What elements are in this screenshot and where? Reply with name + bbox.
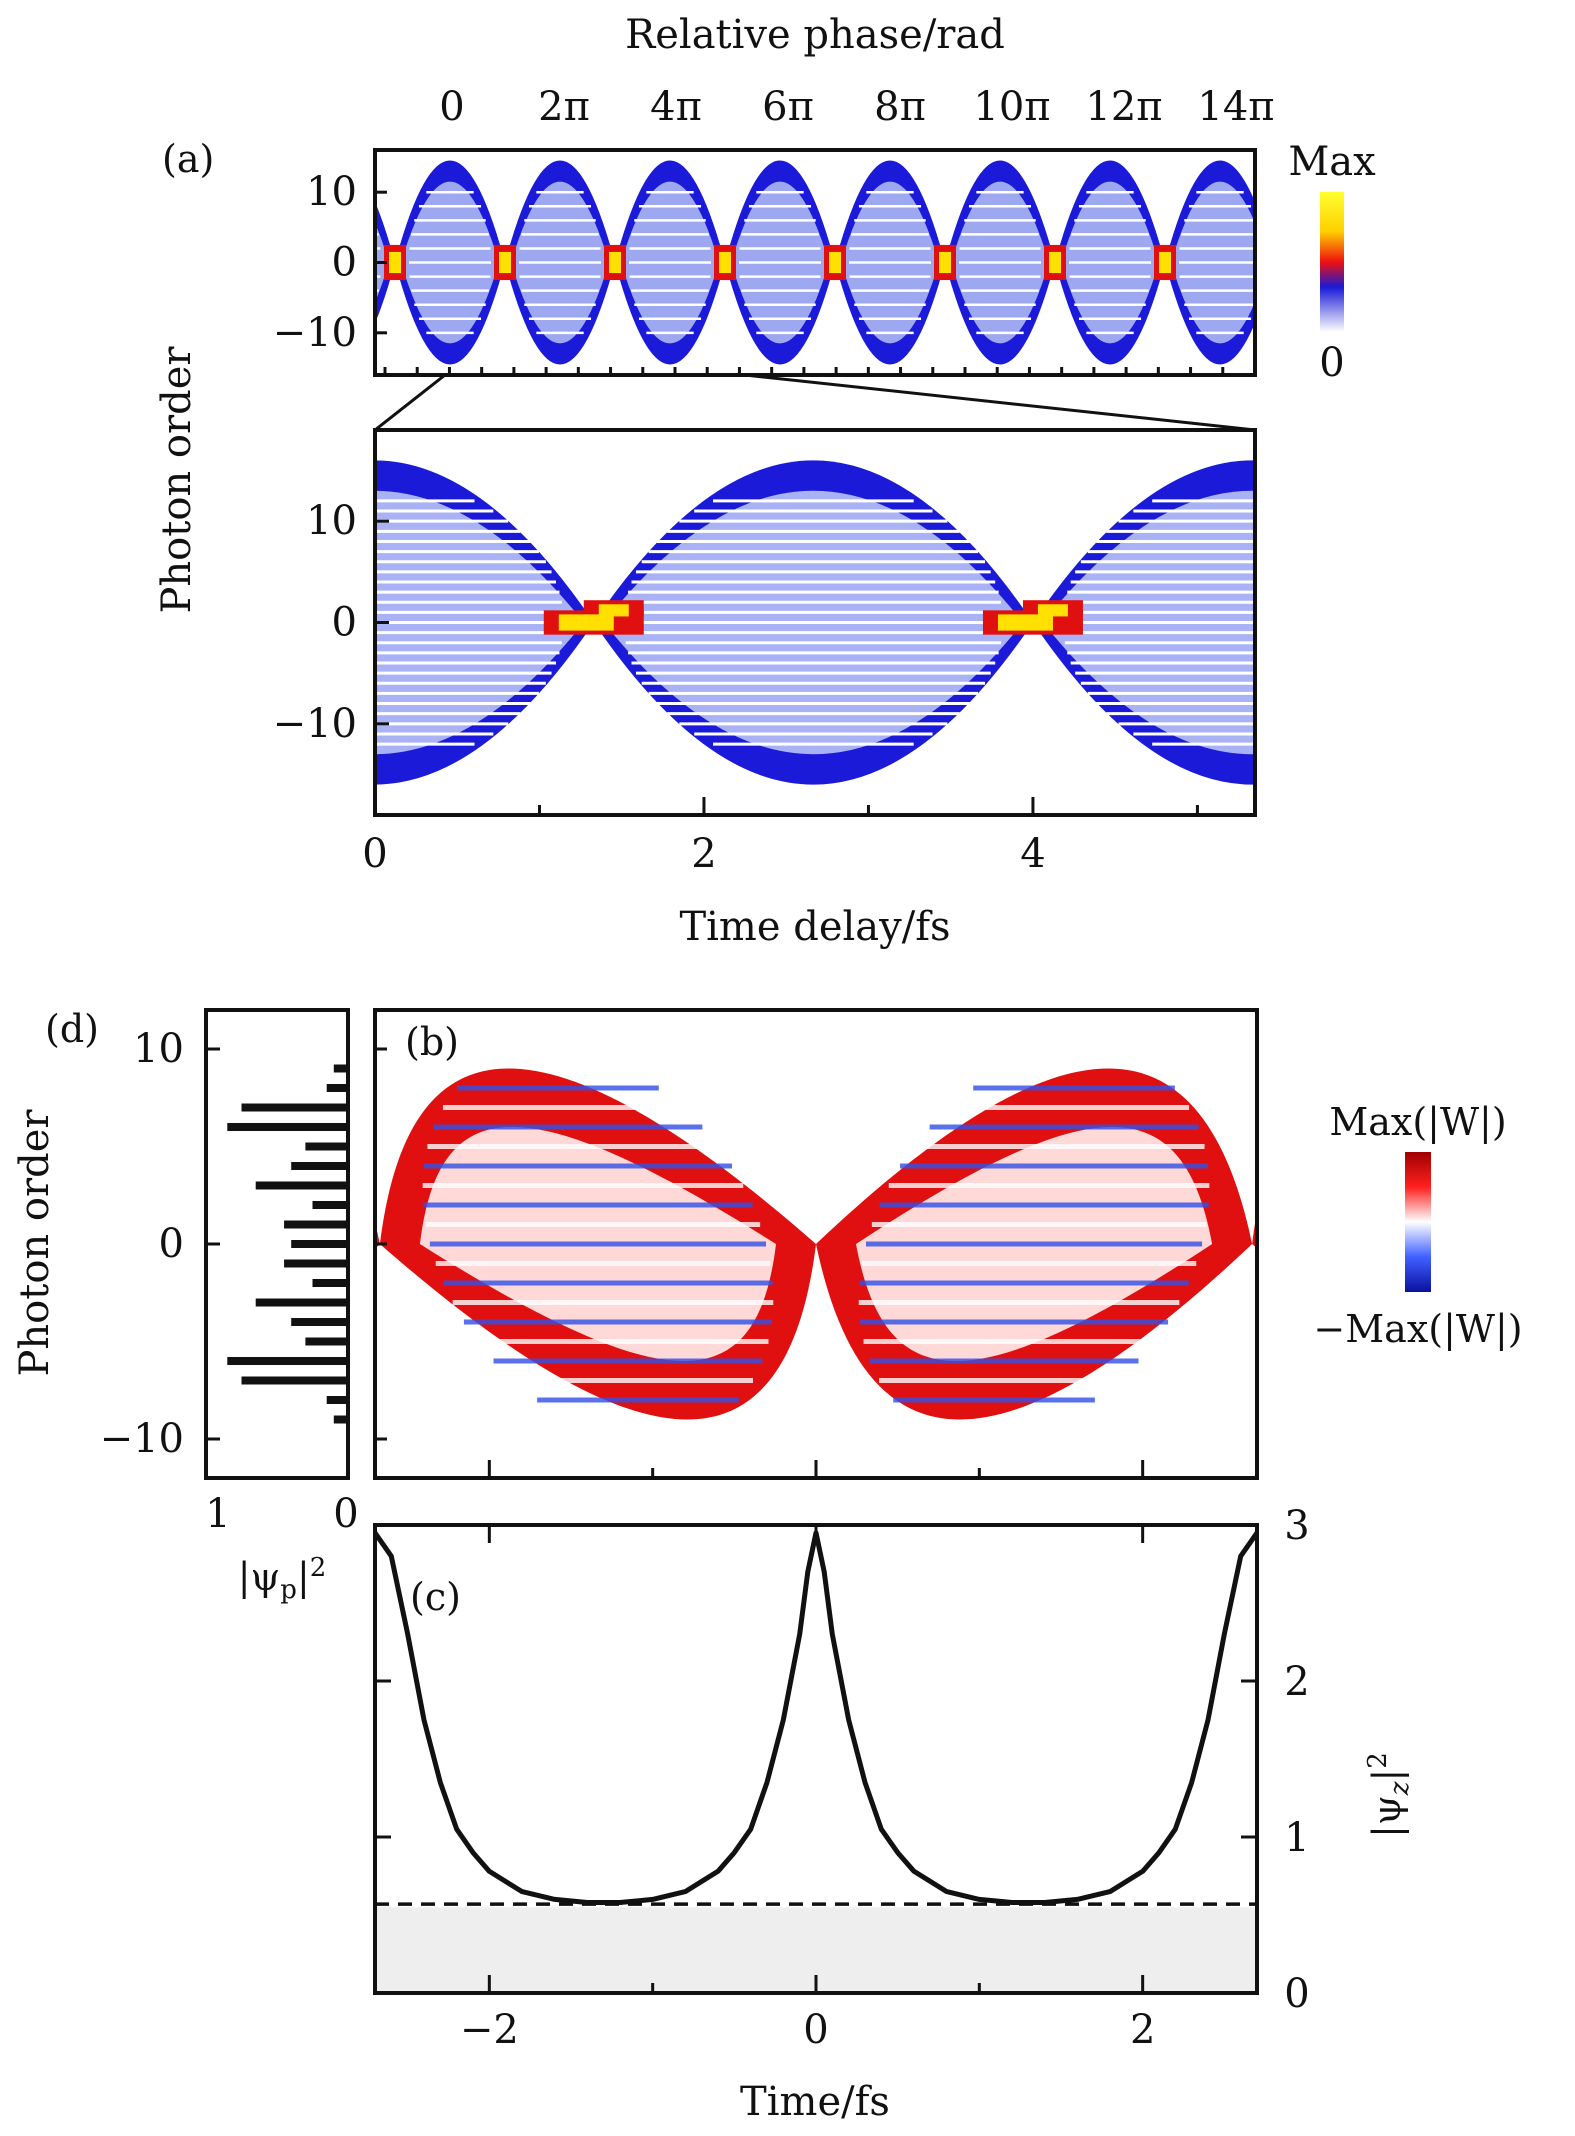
- zoom-panel-heatmap: [375, 460, 1255, 785]
- panel-c-xlabel: Time/fs: [740, 2079, 890, 2125]
- d-bar: [255, 1181, 348, 1190]
- a-colorbar: [1320, 192, 1344, 332]
- zoom-focus-yellow-upper: [1037, 604, 1068, 617]
- psi-p-prefix: |ψ: [238, 1555, 281, 1599]
- c-line-solid: [372, 1530, 1260, 1905]
- panel-b-ticks: [375, 1047, 1145, 1478]
- b-colorbar-min-label: −Max(|W|): [1313, 1307, 1522, 1351]
- a-ytick-label: −10: [273, 310, 357, 356]
- d-bar: [333, 1064, 348, 1073]
- d-bar: [227, 1123, 348, 1131]
- d-bar: [326, 1396, 348, 1404]
- photon-order-label-bottom: Photon order: [12, 1109, 58, 1377]
- a-focus-yellow: [829, 251, 841, 274]
- b-colorbar-max-label: Max(|W|): [1329, 1100, 1506, 1144]
- d-bar: [312, 1279, 348, 1287]
- panel-a-tag: (a): [162, 137, 214, 181]
- photon-order-label-top: Photon order: [154, 346, 200, 614]
- c-ytick-label: 2: [1284, 1659, 1309, 1705]
- a-top-tick-label: 0: [439, 84, 464, 130]
- d-bar: [227, 1357, 348, 1365]
- d-bar: [326, 1084, 348, 1092]
- panel-c-ylabel: |ψz|2: [1363, 1752, 1415, 1838]
- a-focus-yellow: [389, 251, 401, 274]
- a-focus-yellow: [719, 251, 731, 274]
- zoom-xtick-label: 2: [691, 831, 716, 877]
- a-ytick-label: 10: [306, 169, 357, 215]
- d-bar: [333, 1415, 348, 1424]
- panel-b-tag: (b): [405, 1020, 459, 1064]
- d-xtick-label: 1: [205, 1491, 230, 1537]
- c-xtick-label: 0: [803, 2007, 828, 2053]
- panel-a-heatmap: [375, 160, 1255, 365]
- d-bar: [291, 1318, 348, 1326]
- a-top-tick-label: 2π: [538, 84, 590, 130]
- zoom-ytick-label: 10: [306, 498, 357, 544]
- panel-d-tag: (d): [45, 1007, 99, 1051]
- zoom-xlabel: Time delay/fs: [679, 904, 950, 950]
- a-focus-yellow: [609, 251, 621, 274]
- d-bar: [241, 1376, 348, 1385]
- a-focus-yellow: [499, 251, 511, 274]
- c-xtick-label: 2: [1130, 2007, 1155, 2053]
- a-top-tick-label: 12π: [1085, 84, 1162, 130]
- d-bar: [305, 1337, 348, 1346]
- d-bar: [291, 1162, 348, 1170]
- a-top-tick-labels: 0 2π 4π 6π 8π 10π 12π 14π: [439, 84, 1274, 130]
- d-bar: [291, 1240, 348, 1248]
- d-ytick-label: −10: [100, 1416, 184, 1462]
- d-bar: [284, 1220, 348, 1229]
- d-ytick-label: 10: [133, 1026, 184, 1072]
- a-colorbar-min-label: 0: [1319, 340, 1344, 386]
- zoom-xtick-label: 0: [362, 831, 387, 877]
- zoom-ytick-label: −10: [273, 701, 357, 747]
- panel-c-plot: [372, 1530, 1260, 1991]
- c-ytick-label: 0: [1284, 1971, 1309, 2017]
- zoom-panel-ticks: 10 0 −10 0 2 4: [273, 498, 1199, 877]
- a-top-tick-label: 14π: [1197, 84, 1274, 130]
- a-top-tick-label: 10π: [973, 84, 1050, 130]
- a-focus-yellow: [939, 251, 951, 274]
- top-axis-title: Relative phase/rad: [625, 12, 1005, 58]
- d-bar: [255, 1298, 348, 1307]
- c-ytick-label: 1: [1284, 1815, 1309, 1861]
- a-top-tick-label: 8π: [874, 84, 926, 130]
- panel-c-ticks: −2 0 2 3 2 1 0: [375, 1503, 1310, 2053]
- b-colorbar: [1405, 1152, 1431, 1292]
- d-bar: [305, 1142, 348, 1151]
- zoom-focus-yellow: [997, 614, 1053, 631]
- zoom-connector-right: [744, 373, 1256, 432]
- a-focus-yellow: [1049, 251, 1061, 274]
- panel-d-bars: [227, 1064, 348, 1424]
- c-xtick-label: −2: [460, 2007, 519, 2053]
- a-colorbar-max-label: Max: [1288, 139, 1376, 185]
- c-ytick-label: 3: [1284, 1503, 1309, 1549]
- a-top-tick-label: 4π: [650, 84, 702, 130]
- a-top-tick-label: 6π: [762, 84, 814, 130]
- panel-a-ticks: 10 0 −10: [273, 169, 1257, 375]
- d-bar: [241, 1103, 348, 1112]
- panel-b-heatmap: [375, 1068, 1257, 1420]
- zoom-xtick-label: 4: [1020, 831, 1045, 877]
- d-bar: [312, 1201, 348, 1209]
- zoom-ytick-label: 0: [332, 600, 357, 646]
- a-ytick-label: 0: [332, 240, 357, 286]
- zoom-focus-yellow: [558, 614, 614, 631]
- panel-d-ticks: 100−101 0: [100, 1026, 359, 1537]
- panel-d-xlabel: |ψp|2: [238, 1553, 327, 1605]
- d-bar: [284, 1259, 348, 1268]
- d-ytick-label: 0: [159, 1221, 184, 1267]
- panel-c-tag: (c): [410, 1575, 461, 1619]
- zoom-focus-yellow-upper: [598, 604, 629, 617]
- d-xtick-label: 0: [333, 1491, 358, 1537]
- zoom-connector-left: [374, 373, 446, 432]
- a-focus-yellow: [1159, 251, 1171, 274]
